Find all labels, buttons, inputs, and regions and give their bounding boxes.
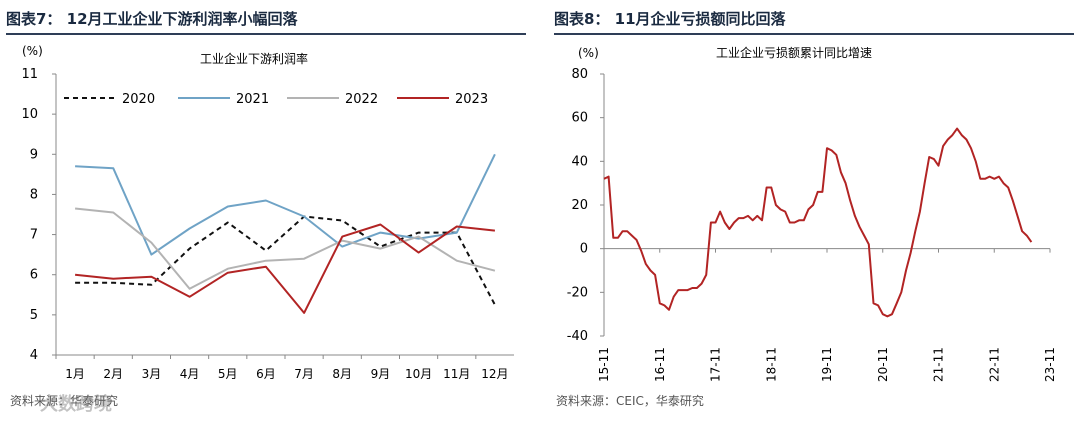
watermark: 大数跨境	[40, 390, 112, 416]
series-line-2020	[75, 215, 496, 306]
x-tick-label: 20-11	[876, 347, 890, 382]
series-line-2023	[74, 223, 496, 314]
watermark-text: 大数跨境	[40, 394, 112, 415]
y-tick-label: -40	[567, 329, 588, 344]
right-source-note: 资料来源：CEIC，华泰研究	[556, 394, 704, 408]
x-tick-label: 4月	[180, 367, 200, 381]
x-tick-label: 2月	[103, 367, 123, 381]
series-line-2022	[74, 207, 496, 290]
x-tick-label: 11月	[443, 367, 470, 381]
y-axis-unit: (%)	[578, 46, 599, 60]
series-line-2021	[75, 153, 496, 256]
y-tick-label: 4	[30, 348, 38, 363]
right-panel: 图表8： 11月企业亏损额同比回落 工业企业亏损额累计同比增速 (%) -40 -20…	[548, 0, 1080, 423]
right-panel-title: 图表8： 11月企业亏损额同比回落	[554, 10, 786, 28]
y-tick-label: 0	[580, 242, 588, 257]
chart-title: 工业企业亏损额累计同比增速	[716, 45, 872, 60]
x-tick-label: 12月	[481, 367, 508, 381]
x-tick-label: 19-11	[820, 347, 834, 382]
x-tick-label: 9月	[371, 367, 391, 381]
x-tick-label: 6月	[256, 367, 276, 381]
x-tick-label: 22-11	[987, 347, 1001, 382]
y-tick-label: 80	[571, 67, 588, 82]
x-tick-label: 5月	[218, 367, 238, 381]
series-line-loss-growth	[603, 127, 1033, 318]
x-tick-label: 8月	[332, 367, 352, 381]
right-chart: 工业企业亏损额累计同比增速 (%) -40 -20 0 20 40 60 80 15-11 16-1…	[567, 45, 1057, 382]
y-tick-label: 20	[571, 198, 588, 213]
x-tick-label: 7月	[294, 367, 314, 381]
right-title-rule	[554, 33, 1074, 35]
x-tick-label: 21-11	[932, 347, 946, 382]
y-tick-label: 60	[571, 111, 588, 126]
y-tick-label: 9	[30, 147, 38, 162]
y-tick-label: 10	[21, 107, 38, 122]
x-tick-label: 10月	[405, 367, 432, 381]
y-axis-unit: (%)	[22, 44, 43, 58]
left-panel: 图表7： 12月工业企业下游利润率小幅回落 工业企业下游利润率 (%) 4 5 6 7 8 9…	[0, 0, 530, 423]
y-tick-label: -20	[567, 285, 588, 300]
chart-title: 工业企业下游利润率	[200, 51, 308, 66]
x-tick-label: 23-11	[1043, 347, 1057, 382]
legend-label-2023: 2023	[455, 92, 488, 107]
y-tick-label: 8	[30, 187, 38, 202]
x-tick-label: 18-11	[764, 347, 778, 382]
left-chart: 工业企业下游利润率 (%) 4 5 6 7 8 9 10 11 1月 2月 3月 4月 5月 6月 7月 8月 9月…	[21, 44, 514, 381]
legend-label-2021: 2021	[236, 92, 269, 107]
y-tick-label: 7	[30, 228, 38, 243]
x-tick-label: 17-11	[709, 347, 723, 382]
legend-label-2022: 2022	[345, 92, 378, 107]
legend-label-2020: 2020	[122, 92, 155, 107]
x-tick-label: 3月	[142, 367, 162, 381]
y-tick-label: 40	[571, 154, 588, 169]
y-tick-label: 11	[21, 67, 38, 82]
x-tick-label: 15-11	[597, 347, 611, 382]
x-tick-label: 1月	[65, 367, 85, 381]
left-source-note: 资料来源：华泰研究	[10, 394, 119, 408]
left-panel-title: 图表7： 12月工业企业下游利润率小幅回落	[6, 10, 298, 28]
y-tick-label: 6	[30, 268, 38, 283]
left-title-rule	[6, 33, 526, 35]
x-tick-label: 16-11	[653, 347, 667, 382]
y-tick-label: 5	[30, 308, 38, 323]
